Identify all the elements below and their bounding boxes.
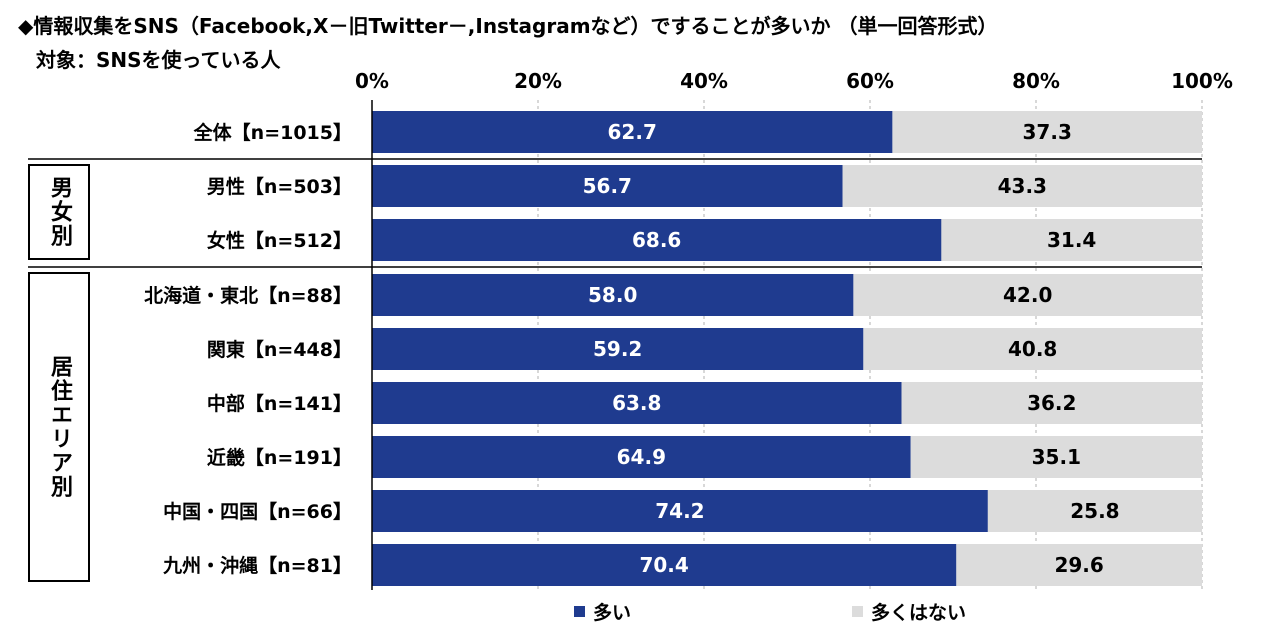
category-label: 中部【n=141】 — [207, 392, 352, 415]
category-label: 九州・沖縄【n=81】 — [162, 554, 352, 577]
bar-not-many — [956, 544, 1202, 586]
bar-many — [372, 544, 957, 586]
category-label: 男性【n=503】 — [207, 175, 352, 198]
x-tick-label: 80% — [1012, 69, 1060, 93]
category-label: 全体【n=1015】 — [193, 121, 352, 144]
legend-swatch-many — [574, 606, 585, 617]
data-label-many: 62.7 — [608, 120, 657, 144]
data-label-not-many: 35.1 — [1032, 445, 1081, 469]
bar-not-many — [842, 165, 1202, 207]
data-label-not-many: 37.3 — [1023, 120, 1072, 144]
group-label-region: 居住エリア別 — [28, 272, 90, 582]
legend-swatch-not-many — [852, 606, 863, 617]
category-label: 近畿【n=191】 — [207, 446, 352, 469]
category-label: 中国・四国【n=66】 — [163, 500, 352, 523]
data-label-many: 63.8 — [612, 391, 661, 415]
legend-label-many: 多い — [593, 602, 632, 624]
bar-many — [372, 219, 942, 261]
bar-many — [372, 328, 864, 370]
data-label-many: 64.9 — [617, 445, 666, 469]
data-label-not-many: 42.0 — [1003, 283, 1052, 307]
data-label-many: 56.7 — [583, 174, 632, 198]
bar-many — [372, 111, 893, 153]
category-label: 関東【n=448】 — [207, 338, 352, 361]
bar-many — [372, 490, 988, 532]
data-label-not-many: 31.4 — [1047, 228, 1096, 252]
data-label-many: 59.2 — [593, 337, 642, 361]
bar-not-many — [892, 111, 1202, 153]
bar-not-many — [910, 436, 1202, 478]
x-tick-label: 40% — [680, 69, 728, 93]
bar-many — [372, 382, 902, 424]
x-tick-label: 100% — [1171, 69, 1233, 93]
chart-subtitle: 対象：SNSを使っている人 — [36, 48, 281, 72]
data-label-not-many: 40.8 — [1008, 337, 1057, 361]
bar-not-many — [853, 274, 1202, 316]
legend-item-many: 多い — [574, 598, 631, 625]
bar-not-many — [901, 382, 1202, 424]
data-label-not-many: 25.8 — [1070, 499, 1119, 523]
bar-many — [372, 165, 843, 207]
x-tick-label: 0% — [355, 69, 389, 93]
data-label-not-many: 36.2 — [1027, 391, 1076, 415]
x-tick-label: 60% — [846, 69, 894, 93]
x-tick-label: 20% — [514, 69, 562, 93]
bar-not-many — [863, 328, 1202, 370]
data-label-many: 68.6 — [632, 228, 681, 252]
data-label-not-many: 43.3 — [998, 174, 1047, 198]
data-label-many: 74.2 — [655, 499, 704, 523]
category-label: 女性【n=512】 — [207, 229, 352, 252]
group-label-gender-text: 男女別 — [47, 176, 72, 248]
data-label-many: 70.4 — [639, 553, 688, 577]
group-label-region-text: 居住エリア別 — [47, 355, 72, 499]
legend-label-not-many: 多くはない — [871, 602, 967, 624]
group-label-gender: 男女別 — [28, 164, 90, 260]
bar-not-many — [987, 490, 1202, 532]
category-label: 北海道・東北【n=88】 — [144, 284, 352, 307]
bar-not-many — [941, 219, 1202, 261]
data-label-not-many: 29.6 — [1054, 553, 1103, 577]
bar-many — [372, 274, 854, 316]
bar-many — [372, 436, 911, 478]
chart-title: ◆情報収集をSNS（Facebook,X－旧Twitter－,Instagram… — [18, 14, 998, 38]
legend-item-not-many: 多くはない — [852, 598, 966, 625]
data-label-many: 58.0 — [588, 283, 637, 307]
